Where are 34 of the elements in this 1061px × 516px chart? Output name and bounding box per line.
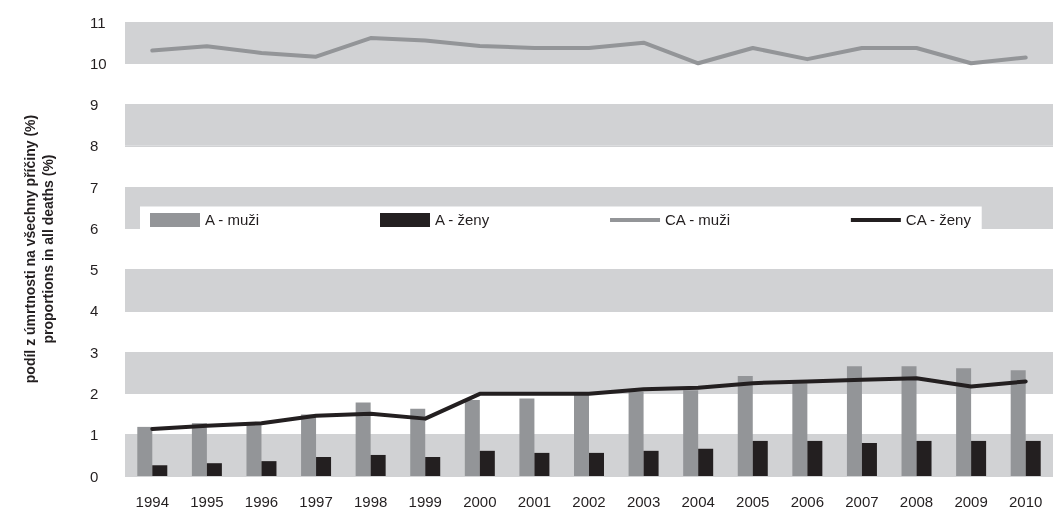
x-tick-label: 1995	[190, 493, 224, 510]
y-tick-label: 2	[90, 384, 99, 402]
y-tick-label: 4	[90, 302, 99, 320]
legend-label: A - ženy	[435, 211, 490, 229]
x-tick-label: 2005	[736, 493, 770, 510]
x-tick-label: 2000	[463, 493, 497, 510]
x-tick-label: 1999	[408, 493, 442, 510]
legend-label: A - muži	[205, 211, 260, 229]
x-tick-label: 1996	[244, 493, 279, 510]
y-tick-label: 5	[90, 261, 99, 279]
x-tick-label: 2006	[790, 493, 825, 510]
legend-label: CA - ženy	[905, 211, 972, 229]
x-tick-label: 2001	[517, 493, 552, 510]
x-tick-label: 2003	[626, 493, 661, 510]
x-tick-label: 1997	[299, 493, 333, 510]
y-tick-label: 10	[90, 54, 107, 72]
legend-label: CA - muži	[665, 211, 731, 229]
y-tick-label: 9	[90, 96, 99, 114]
x-tick-label: 2004	[681, 493, 715, 510]
x-tick-label: 2007	[845, 493, 879, 510]
y-tick-label: 7	[90, 178, 99, 196]
x-tick-label: 2008	[899, 493, 934, 510]
x-tick-label: 2009	[954, 493, 988, 510]
y-tick-label: 1	[90, 426, 99, 444]
x-tick-label: 1998	[353, 493, 388, 510]
x-tick-label: 2002	[572, 493, 606, 510]
y-axis-title: podíl z úmrtnosti na všechny příčiny (%) proportions in all deaths (%)	[22, 114, 56, 384]
y-tick-label: 8	[90, 137, 99, 155]
y-tick-label: 6	[90, 219, 99, 237]
x-tick-label: 2010	[1009, 493, 1043, 510]
y-tick-label: 0	[90, 467, 99, 485]
y-tick-label: 11	[90, 13, 106, 31]
x-tick-label: 1994	[135, 493, 169, 510]
y-tick-label: 3	[90, 343, 99, 361]
